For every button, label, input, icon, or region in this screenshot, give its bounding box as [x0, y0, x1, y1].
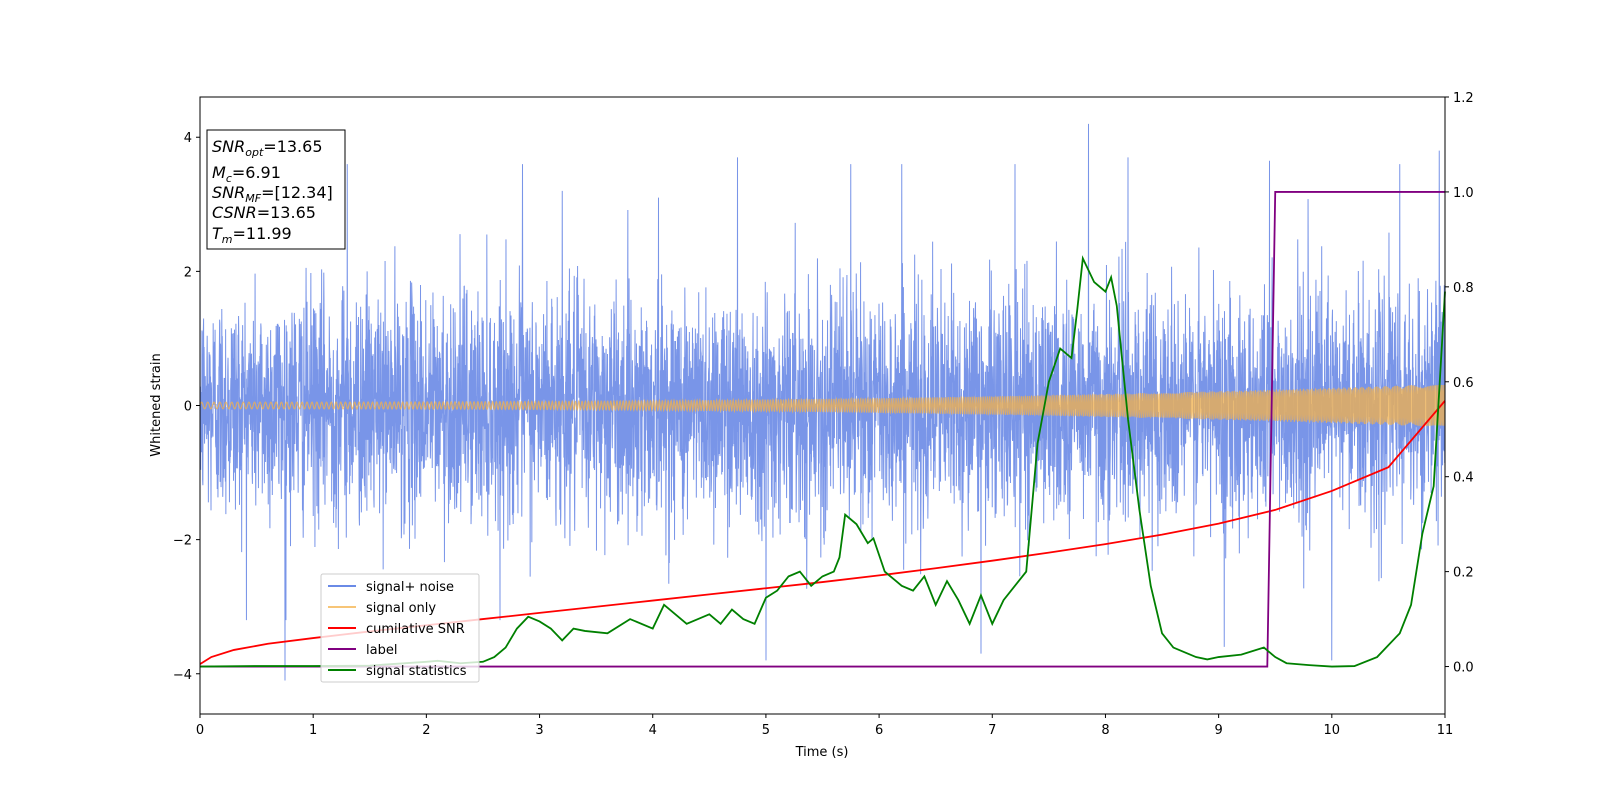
y-tick-label: −4	[173, 668, 192, 683]
series-signal-noise	[199, 123, 1446, 681]
x-tick-label: 11	[1437, 723, 1454, 738]
legend-label: cumilative SNR	[366, 622, 465, 637]
y2-tick-label: 0.0	[1453, 661, 1474, 676]
x-tick-label: 1	[309, 723, 317, 738]
legend: signal+ noise signal only cumilative SNR la…	[320, 573, 480, 683]
y-tick-label: 0	[184, 400, 192, 415]
y-axis-label: Whitened strain	[149, 353, 164, 456]
x-tick-label: 6	[875, 723, 883, 738]
x-tick-label: 7	[988, 723, 996, 738]
y2-tick-label: 0.4	[1453, 471, 1474, 486]
x-tick-label: 2	[422, 723, 430, 738]
legend-label: label	[366, 643, 397, 658]
y2-tick-label: 1.0	[1453, 186, 1474, 201]
y2-tick-label: 0.8	[1453, 281, 1474, 296]
legend-label: signal only	[366, 601, 436, 616]
y-tick-label: 2	[184, 265, 192, 280]
info-snr-mf: SNRMF=[12.34]	[212, 183, 333, 205]
x-tick-label: 8	[1101, 723, 1109, 738]
x-tick-label: 9	[1214, 723, 1222, 738]
plot-area	[199, 123, 1446, 681]
x-axis-label: Time (s)	[795, 745, 849, 760]
series-signal-statistics	[199, 255, 1446, 668]
series-cumulative-snr	[199, 400, 1446, 665]
legend-label: signal statistics	[366, 664, 467, 679]
x-tick-label: 5	[762, 723, 770, 738]
info-box: SNRopt=13.65 Mc=6.91 SNRMF=[12.34] CSNR=…	[206, 129, 346, 250]
y-tick-label: 4	[184, 131, 192, 146]
y2-tick-label: 0.2	[1453, 566, 1474, 581]
axis-ticks: 0 1 2 3 4 5 6 7 8 9 10 11 −4 −2 0 2 4 0.0 0.2 0.4 0.6 0.8 1.0 1…	[173, 91, 1474, 738]
y2-tick-label: 1.2	[1453, 91, 1474, 106]
info-snr-opt: SNRopt=13.65	[212, 137, 323, 159]
x-tick-label: 3	[535, 723, 543, 738]
x-tick-label: 10	[1324, 723, 1341, 738]
info-mc: Mc=6.91	[212, 163, 281, 185]
info-csnr: CSNR=13.65	[212, 203, 316, 222]
x-tick-label: 0	[196, 723, 204, 738]
info-tm: Tm=11.99	[212, 224, 292, 246]
series-label	[200, 191, 1445, 668]
series-signal-only	[199, 384, 1446, 427]
y-tick-label: −2	[173, 534, 192, 549]
x-tick-label: 4	[649, 723, 657, 738]
legend-label: signal+ noise	[366, 580, 454, 595]
y2-tick-label: 0.6	[1453, 376, 1474, 391]
